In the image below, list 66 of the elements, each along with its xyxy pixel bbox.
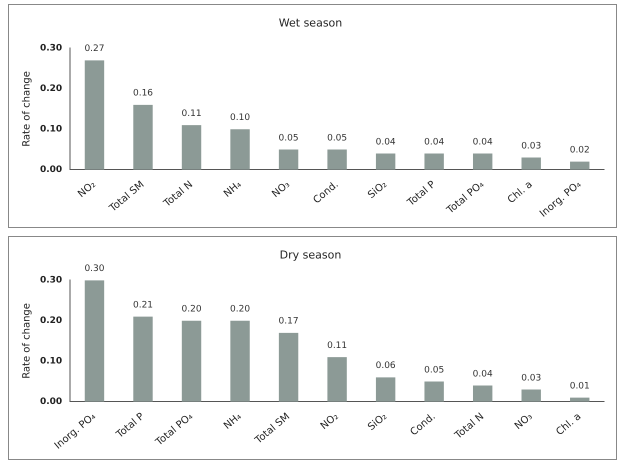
data-label: 0.06 xyxy=(376,361,396,372)
bar xyxy=(327,357,347,402)
data-label: 0.03 xyxy=(521,141,542,152)
data-label: 0.04 xyxy=(472,137,493,148)
bar xyxy=(327,149,347,170)
data-label: 0.01 xyxy=(570,381,590,392)
bar xyxy=(472,385,492,402)
y-tick-label: 0.30 xyxy=(40,276,62,286)
data-label: 0.03 xyxy=(521,373,542,384)
x-tick-label: NO₂ xyxy=(76,179,98,200)
x-tick-label: NH₄ xyxy=(222,411,244,432)
bar xyxy=(230,320,250,402)
data-label: 0.04 xyxy=(472,369,493,380)
bar xyxy=(182,320,202,402)
data-label: 0.05 xyxy=(327,133,348,144)
data-label: 0.11 xyxy=(182,108,202,119)
y-tick-label: 0.10 xyxy=(40,356,62,367)
data-label: 0.17 xyxy=(278,316,299,327)
bar xyxy=(84,60,104,170)
bar xyxy=(376,377,396,402)
bar xyxy=(133,104,153,170)
data-label: 0.20 xyxy=(182,304,202,315)
data-label: 0.02 xyxy=(570,145,590,156)
y-axis-title: Rate of change xyxy=(22,303,33,379)
y-tick-label: 0.20 xyxy=(40,316,62,326)
x-tick-label: NH₄ xyxy=(222,179,244,200)
chart-title: Dry season xyxy=(280,248,342,262)
x-tick-label: SiO₂ xyxy=(366,411,390,434)
data-label: 0.30 xyxy=(84,264,105,274)
bar xyxy=(278,149,298,170)
x-tick-label: NO₂ xyxy=(318,411,341,432)
data-label: 0.11 xyxy=(327,340,348,351)
data-label: 0.10 xyxy=(230,113,250,124)
bar xyxy=(424,153,444,170)
x-tick-label: NO₃ xyxy=(512,411,535,432)
data-label: 0.16 xyxy=(132,88,154,99)
x-tick-label: Chl. a xyxy=(554,411,584,438)
bar xyxy=(376,153,396,170)
data-label: 0.27 xyxy=(84,44,104,54)
bar xyxy=(424,381,444,402)
y-tick-label: 0.00 xyxy=(40,397,62,408)
data-label: 0.05 xyxy=(424,365,444,376)
bar xyxy=(133,316,153,402)
y-tick-label: 0.00 xyxy=(40,165,62,176)
bar xyxy=(570,162,590,170)
x-tick-label: Chl. a xyxy=(506,179,535,206)
bar xyxy=(84,280,104,402)
y-axis-title: Rate of change xyxy=(22,71,33,147)
x-tick-label: SiO₂ xyxy=(366,179,390,202)
bar xyxy=(472,153,492,170)
x-tick-label: NO₃ xyxy=(270,179,292,200)
bar xyxy=(522,158,541,170)
y-tick-label: 0.10 xyxy=(40,124,62,135)
y-tick-label: 0.20 xyxy=(40,84,62,94)
data-label: 0.21 xyxy=(132,300,154,310)
bar xyxy=(230,129,250,170)
data-label: 0.04 xyxy=(376,137,396,148)
data-label: 0.05 xyxy=(278,133,299,144)
data-label: 0.04 xyxy=(424,137,444,148)
bar xyxy=(182,125,202,170)
chart-title: Wet season xyxy=(278,16,342,30)
data-label: 0.20 xyxy=(230,304,250,315)
bar xyxy=(570,398,590,402)
bar xyxy=(278,332,298,402)
y-tick-label: 0.30 xyxy=(40,44,62,54)
bar xyxy=(522,390,541,402)
